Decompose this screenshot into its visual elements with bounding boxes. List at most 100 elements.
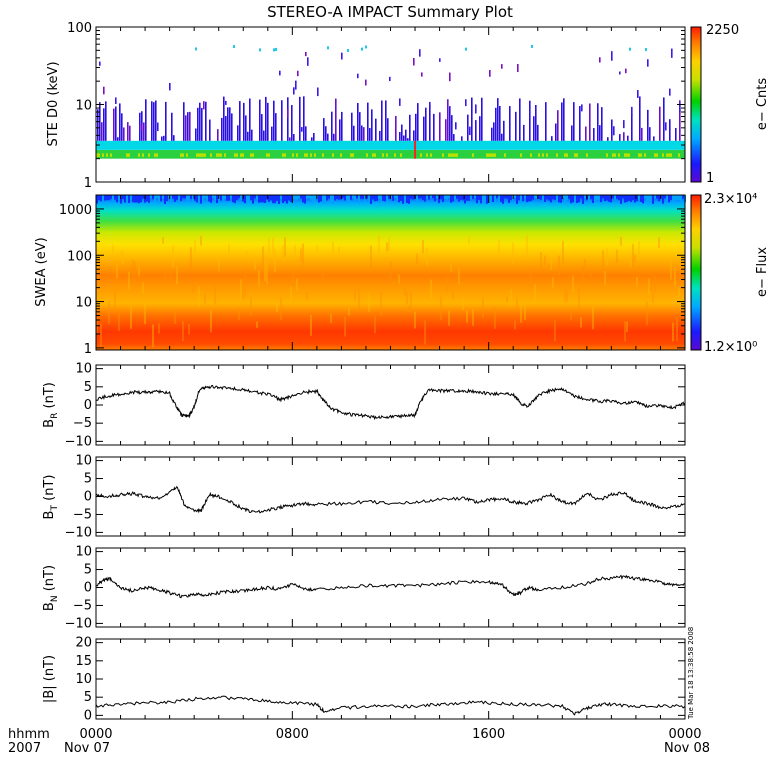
ste-pixel bbox=[129, 125, 131, 141]
swea-column bbox=[582, 265, 584, 287]
bn-x-ticks bbox=[95, 548, 686, 627]
ste-pixel bbox=[678, 153, 680, 157]
swea-column bbox=[632, 195, 634, 201]
swea-column bbox=[278, 195, 280, 204]
ste-pixel bbox=[229, 107, 231, 141]
swea-column bbox=[182, 195, 184, 199]
ste-pixel bbox=[350, 153, 352, 157]
ste-pixel bbox=[119, 103, 121, 141]
swea-column bbox=[590, 195, 592, 200]
swea-column bbox=[410, 293, 412, 311]
ste-pixel bbox=[293, 134, 295, 141]
bmag-x-ticks bbox=[95, 639, 686, 719]
swea-column bbox=[272, 195, 274, 204]
ste-pixel bbox=[469, 126, 471, 136]
ste-y-axis-label: STE D0 (keV) bbox=[46, 61, 61, 146]
ste-pixel bbox=[210, 153, 212, 157]
swea-column bbox=[268, 195, 270, 202]
ste-pixel bbox=[631, 106, 633, 116]
swea-column bbox=[296, 278, 298, 292]
swea-column bbox=[312, 195, 314, 203]
y-tick-label: 0 bbox=[84, 398, 92, 413]
swea-column bbox=[354, 289, 356, 301]
ste-pixel bbox=[327, 133, 329, 141]
ste-pixel bbox=[467, 114, 469, 141]
ste-pixel bbox=[503, 120, 505, 141]
ste-pixel bbox=[353, 125, 355, 141]
ste-pixel bbox=[670, 153, 672, 157]
ste-pixel bbox=[454, 153, 456, 157]
ste-pixel bbox=[101, 122, 103, 141]
swea-column bbox=[246, 195, 248, 203]
swea-column bbox=[110, 195, 112, 199]
ste-pixel bbox=[589, 103, 591, 141]
ste-pixel bbox=[538, 153, 540, 157]
swea-column bbox=[118, 195, 120, 201]
ste-pixel bbox=[631, 113, 633, 141]
swea-column bbox=[108, 302, 110, 324]
br-x-ticks bbox=[95, 365, 686, 445]
ste-pixel bbox=[224, 153, 226, 157]
swea-column bbox=[532, 195, 534, 200]
ste-pixel bbox=[341, 52, 343, 60]
swea-column bbox=[404, 286, 406, 297]
ste-pixel bbox=[271, 126, 273, 141]
y-tick-label: 15 bbox=[75, 654, 92, 669]
swea-column bbox=[414, 311, 416, 329]
ste-pixel bbox=[209, 119, 211, 141]
swea-column bbox=[618, 195, 620, 201]
swea-column bbox=[674, 268, 676, 287]
swea-column bbox=[186, 195, 188, 201]
swea-column bbox=[192, 283, 194, 293]
bn-y-axis: 10 5 0 −5 −10 bbox=[65, 545, 685, 631]
ste-spike bbox=[414, 140, 417, 159]
swea-column bbox=[330, 313, 332, 324]
ste-pixel bbox=[148, 153, 150, 157]
swea-column bbox=[392, 195, 394, 201]
swea-column bbox=[122, 195, 124, 200]
swea-column bbox=[178, 195, 180, 202]
ste-pixel bbox=[314, 153, 316, 157]
ste-pixel bbox=[573, 102, 575, 141]
swea-column bbox=[268, 238, 270, 256]
swea-column bbox=[114, 195, 116, 200]
swea-column bbox=[182, 320, 184, 342]
swea-column bbox=[248, 195, 250, 203]
ste-pixel bbox=[581, 104, 583, 112]
swea-column bbox=[134, 195, 136, 203]
swea-column bbox=[294, 195, 296, 201]
br-y-label-main: B bbox=[42, 419, 57, 428]
swea-column bbox=[298, 195, 300, 199]
swea-column bbox=[124, 195, 126, 203]
swea-column bbox=[368, 293, 370, 312]
y-tick-label: 0 bbox=[84, 490, 92, 505]
swea-column bbox=[120, 195, 122, 204]
swea-column bbox=[630, 195, 632, 202]
br-y-axis: 10 5 0 −5 −10 bbox=[65, 362, 685, 449]
ste-pixel bbox=[331, 111, 333, 141]
swea-column bbox=[482, 195, 484, 203]
bt-y-label-main: B bbox=[42, 511, 57, 520]
bt-y-axis: 10 5 0 −5 −10 bbox=[65, 454, 685, 540]
ste-pixel bbox=[297, 70, 299, 77]
swea-column bbox=[514, 195, 516, 199]
swea-column bbox=[132, 259, 134, 284]
swea-column bbox=[300, 248, 302, 263]
swea-column bbox=[672, 195, 674, 203]
swea-column bbox=[448, 310, 450, 326]
y-tick-label: −10 bbox=[65, 616, 92, 631]
swea-column bbox=[422, 195, 424, 201]
ste-pixel bbox=[99, 61, 101, 66]
swea-column bbox=[542, 195, 544, 201]
ste-pixel bbox=[465, 99, 467, 107]
swea-column bbox=[418, 195, 420, 199]
swea-column bbox=[374, 195, 376, 202]
footer-hhmm-label: hhmm bbox=[8, 727, 50, 742]
swea-column bbox=[116, 195, 118, 203]
swea-column bbox=[170, 274, 172, 285]
swea-column bbox=[256, 321, 258, 328]
swea-column bbox=[98, 195, 100, 201]
swea-column bbox=[126, 195, 128, 203]
ste-pixel bbox=[195, 47, 197, 51]
ste-pixel bbox=[399, 98, 401, 106]
